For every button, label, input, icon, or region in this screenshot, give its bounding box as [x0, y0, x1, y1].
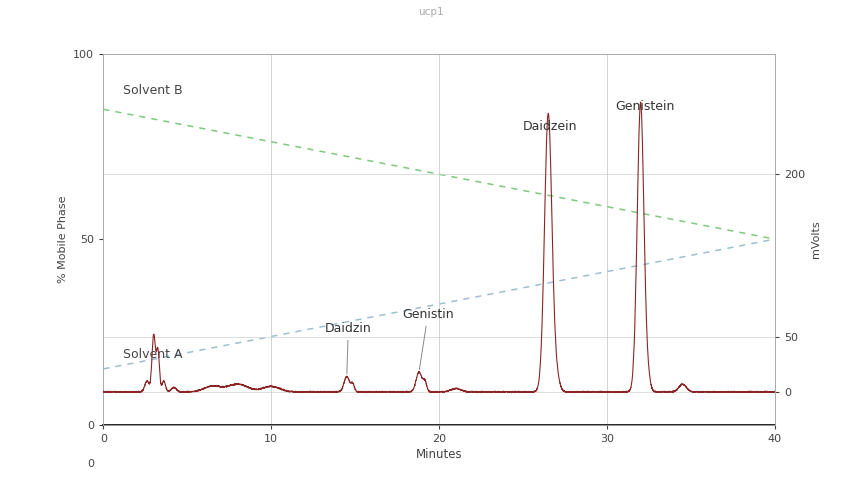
Text: 0: 0 — [88, 459, 95, 468]
Text: ucp1: ucp1 — [418, 7, 443, 17]
Text: Solvent B: Solvent B — [123, 84, 183, 98]
Y-axis label: % Mobile Phase: % Mobile Phase — [58, 195, 68, 283]
Y-axis label: mVolts: mVolts — [810, 220, 821, 258]
Text: Solvent A: Solvent A — [123, 348, 183, 361]
Text: Daidzein: Daidzein — [523, 120, 578, 133]
Text: Genistein: Genistein — [616, 101, 675, 113]
Text: Daidzin: Daidzin — [325, 322, 372, 374]
Text: Genistin: Genistin — [402, 307, 454, 369]
X-axis label: Minutes: Minutes — [416, 448, 462, 461]
